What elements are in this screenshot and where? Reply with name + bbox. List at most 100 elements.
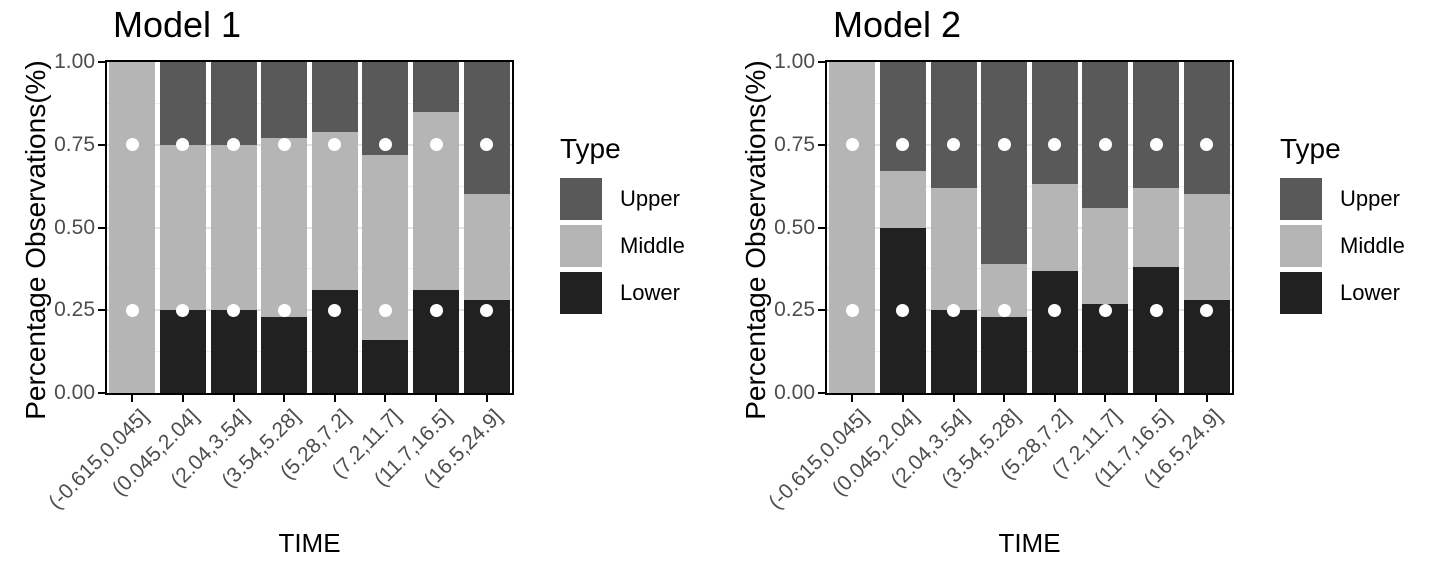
y-tick-label: 0.75 (774, 132, 815, 156)
x-tick-mark (901, 395, 904, 402)
reference-dot (947, 303, 961, 317)
grid-minor-line (827, 268, 1232, 270)
reference-dot (176, 303, 190, 317)
y-tick-mark (818, 392, 826, 394)
plot-title: Model 2 (833, 4, 962, 45)
legend-label-upper: Upper (620, 186, 680, 211)
reference-dot (227, 303, 241, 317)
bar-segment-middle (311, 131, 358, 291)
reference-dot (1048, 303, 1062, 317)
plot-title: Model 1 (113, 4, 242, 45)
y-tick-label: 0.00 (774, 381, 815, 404)
grid-minor-line (107, 268, 512, 270)
x-tick-mark (851, 395, 854, 402)
reference-dot (328, 138, 342, 152)
bar-segment-lower (261, 316, 308, 393)
y-tick-mark (98, 61, 106, 63)
legend-swatch-lower (1280, 272, 1322, 314)
x-tick-mark (1053, 395, 1056, 402)
grid-minor-line (827, 185, 1232, 187)
y-tick-mark (98, 392, 106, 394)
y-tick-label: 0.00 (54, 381, 95, 404)
legend-item-upper: Upper (560, 178, 685, 220)
bar-segment-upper (1183, 62, 1230, 195)
reference-dot (997, 303, 1011, 317)
y-tick-mark (818, 143, 826, 146)
reference-dot (429, 303, 443, 317)
legend-label-lower: Lower (620, 280, 680, 305)
y-tick-label: 1.00 (54, 50, 95, 73)
y-tick-label: 0.75 (54, 132, 95, 156)
grid-major-line (107, 309, 512, 312)
bar-segment-middle (109, 62, 156, 393)
bar-segment-middle (879, 171, 926, 228)
x-tick-mark (1104, 395, 1107, 402)
x-tick-mark (1155, 395, 1158, 402)
y-tick-mark (98, 309, 106, 312)
y-tick-mark (818, 61, 826, 63)
bar-segment-middle (159, 144, 206, 311)
legend-swatch-middle (560, 225, 602, 267)
bar-segment-upper (930, 62, 977, 188)
legend-item-lower: Lower (1280, 272, 1405, 314)
grid-major-line (107, 226, 512, 229)
x-tick-mark (1205, 395, 1208, 402)
plot-panel (825, 60, 1234, 395)
legend-item-lower: Lower (560, 272, 685, 314)
grid-minor-line (827, 102, 1232, 104)
reference-dot (125, 138, 139, 152)
bar-segment-middle (1031, 184, 1078, 271)
legend-label-middle: Middle (1340, 233, 1405, 258)
reference-dot (896, 138, 910, 152)
x-axis-title: TIME (998, 528, 1061, 558)
grid-major-line (107, 143, 512, 146)
bar-segment-lower (1133, 267, 1180, 393)
bar-segment-middle (1082, 207, 1129, 304)
bar-segment-upper (311, 62, 358, 132)
bar-segment-lower (159, 310, 206, 393)
reference-dot (125, 303, 139, 317)
reference-dot (277, 138, 291, 152)
legend-swatch-lower (560, 272, 602, 314)
grid-minor-line (107, 185, 512, 187)
reference-dot (1098, 303, 1112, 317)
legend-title: Type (1280, 133, 1341, 164)
bar-segment-lower (1031, 270, 1078, 393)
y-tick-mark (98, 143, 106, 146)
bar-segment-upper (981, 62, 1028, 264)
grid-major-line (827, 226, 1232, 229)
bar-segment-middle (1133, 187, 1180, 268)
bar-segment-middle (1183, 194, 1230, 301)
bar-segment-middle (463, 194, 510, 301)
y-tick-label: 0.25 (54, 298, 95, 322)
y-axis-title: Percentage Observations(%) (740, 60, 771, 420)
reference-dot (1149, 138, 1163, 152)
grid-minor-line (107, 351, 512, 353)
legend-label-upper: Upper (1340, 186, 1400, 211)
y-tick-label: 0.50 (774, 215, 815, 239)
reference-dot (845, 303, 859, 317)
reference-dot (896, 303, 910, 317)
reference-dot (1149, 303, 1163, 317)
bar-segment-lower (930, 310, 977, 393)
legend: Type Upper Middle Lower (1280, 132, 1405, 319)
bar-segment-lower (981, 316, 1028, 393)
bar-segment-middle (210, 144, 257, 311)
grid-major-line (827, 309, 1232, 312)
bar-segment-lower (210, 310, 257, 393)
bar-segment-middle (261, 138, 308, 317)
bar-segment-lower (1082, 303, 1129, 393)
x-tick-mark (435, 395, 438, 402)
reference-dot (997, 138, 1011, 152)
x-tick-mark (232, 395, 235, 402)
x-tick-mark (131, 395, 134, 402)
bar-segment-upper (1133, 62, 1180, 188)
bar-segment-upper (879, 62, 926, 172)
bar-segment-lower (362, 340, 409, 393)
legend-label-lower: Lower (1340, 280, 1400, 305)
legend-swatch-upper (1280, 178, 1322, 220)
y-tick-label: 0.25 (774, 298, 815, 322)
reference-dot (1048, 138, 1062, 152)
x-axis-title: TIME (278, 528, 341, 558)
